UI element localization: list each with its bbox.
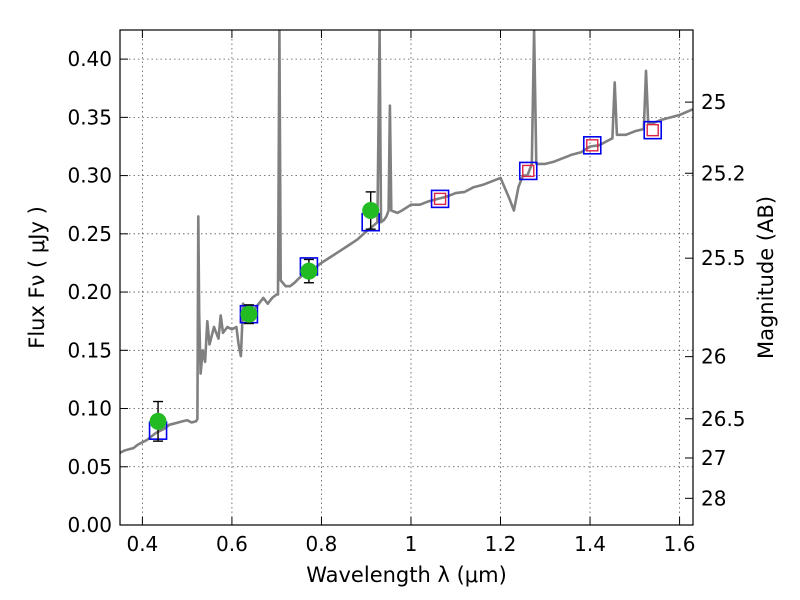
mag-tick-label: 26.5 bbox=[701, 407, 746, 431]
y-tick-label: 0.40 bbox=[67, 47, 112, 71]
y-tick-label: 0.00 bbox=[67, 513, 112, 537]
x-axis-label: Wavelength λ (μm) bbox=[306, 563, 507, 587]
mag-tick-label: 25 bbox=[701, 90, 726, 114]
y-axis-label: Flux Fν ( μJy ) bbox=[25, 206, 49, 349]
observed-points bbox=[149, 191, 380, 442]
y-tick-label: 0.20 bbox=[67, 280, 112, 304]
model-box bbox=[643, 120, 663, 140]
axis-ticks: 0.4 0.6 0.8 1 1.2 1.4 1.6 0.00 0.05 0.10 0.15 0.20 0… bbox=[67, 30, 746, 556]
x-tick-label: 1.6 bbox=[664, 532, 696, 556]
spectrum-series bbox=[120, 30, 693, 454]
model-box bbox=[430, 189, 450, 209]
mag-tick-label: 27 bbox=[701, 446, 726, 470]
y-tick-label: 0.35 bbox=[67, 105, 112, 129]
spectrum-line bbox=[120, 30, 693, 454]
mag-tick-label: 25.5 bbox=[701, 246, 746, 270]
model-box-inner bbox=[433, 192, 447, 206]
y-tick-label: 0.30 bbox=[67, 164, 112, 188]
x-tick-label: 0.4 bbox=[126, 532, 158, 556]
y-tick-label: 0.15 bbox=[67, 338, 112, 362]
model-box-inner bbox=[586, 139, 599, 152]
observed-point bbox=[240, 305, 258, 323]
x-tick-label: 1.4 bbox=[574, 532, 606, 556]
x-tick-label: 0.8 bbox=[306, 532, 338, 556]
x-tick-label: 1 bbox=[405, 532, 418, 556]
y-tick-label: 0.10 bbox=[67, 397, 112, 421]
y-tick-label: 0.25 bbox=[67, 222, 112, 246]
observed-point bbox=[362, 202, 380, 220]
y-tick-label: 0.05 bbox=[67, 455, 112, 479]
mag-tick-label: 25.2 bbox=[701, 161, 746, 185]
observed-point bbox=[300, 262, 318, 280]
grid-lines bbox=[120, 30, 693, 526]
y2-axis-label: Magnitude (AB) bbox=[754, 196, 778, 359]
observed-point bbox=[149, 412, 167, 430]
x-tick-label: 0.6 bbox=[216, 532, 248, 556]
model-box bbox=[518, 161, 538, 181]
mag-tick-label: 26 bbox=[701, 345, 726, 369]
model-box bbox=[582, 136, 602, 155]
x-tick-label: 1.2 bbox=[485, 532, 517, 556]
model-box-inner bbox=[522, 164, 535, 178]
plot-frame bbox=[119, 29, 694, 526]
model-points bbox=[148, 120, 663, 440]
mag-tick-label: 28 bbox=[701, 486, 726, 510]
model-box-inner bbox=[646, 123, 659, 137]
